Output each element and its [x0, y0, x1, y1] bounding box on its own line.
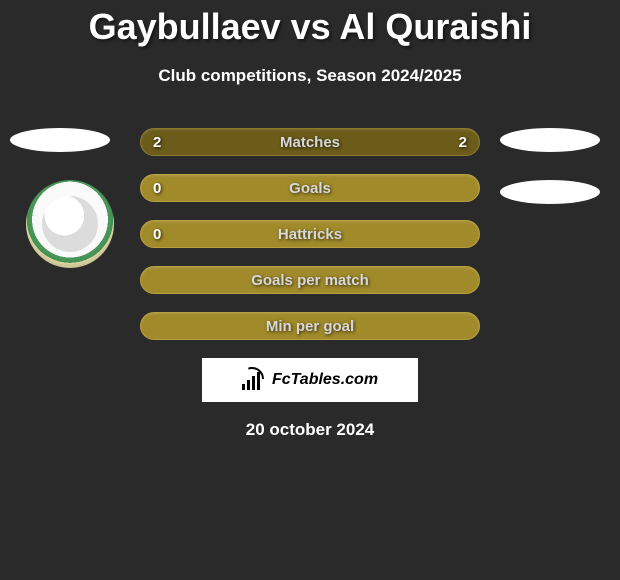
stat-label: Goals — [289, 180, 331, 197]
fctables-icon — [242, 370, 268, 390]
stat-value-right: 2 — [459, 134, 467, 151]
infographic-container: Gaybullaev vs Al Quraishi Club competiti… — [0, 0, 620, 440]
footer-date: 20 october 2024 — [0, 420, 620, 440]
brand-text: FcTables.com — [272, 371, 378, 389]
stat-row-hattricks: 0 Hattricks — [140, 220, 480, 248]
ellipse-decoration-left — [10, 128, 110, 152]
stat-value-left: 0 — [153, 226, 161, 243]
stat-row-min-per-goal: Min per goal — [140, 312, 480, 340]
club-logo-left — [26, 180, 114, 268]
stats-section: 2 Matches 2 0 Goals 0 Hattricks Goals pe… — [0, 128, 620, 440]
stat-value-left: 2 — [153, 134, 161, 151]
stat-value-left: 0 — [153, 180, 161, 197]
page-title: Gaybullaev vs Al Quraishi — [89, 6, 532, 48]
page-subtitle: Club competitions, Season 2024/2025 — [158, 66, 461, 86]
brand-badge: FcTables.com — [202, 358, 418, 402]
stat-label: Goals per match — [251, 272, 369, 289]
club-logo-inner-icon — [42, 196, 98, 252]
ellipse-decoration-right-2 — [500, 180, 600, 204]
stat-label: Matches — [280, 134, 340, 151]
ellipse-decoration-right-1 — [500, 128, 600, 152]
stat-label: Min per goal — [266, 318, 354, 335]
stat-row-goals-per-match: Goals per match — [140, 266, 480, 294]
stat-row-goals: 0 Goals — [140, 174, 480, 202]
stat-row-matches: 2 Matches 2 — [140, 128, 480, 156]
stat-label: Hattricks — [278, 226, 342, 243]
